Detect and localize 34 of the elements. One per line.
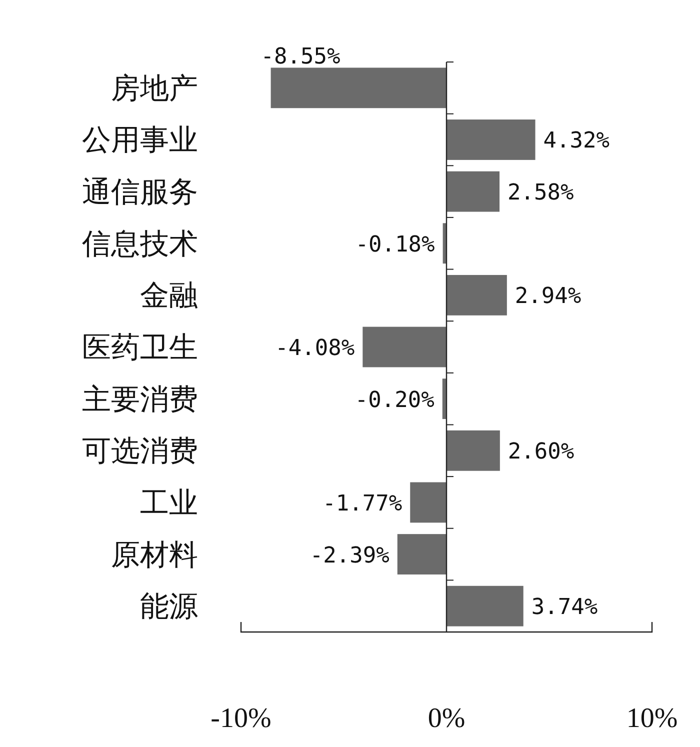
- bar: [446, 274, 507, 316]
- bar: [410, 482, 446, 523]
- data-label: -0.18%: [355, 232, 435, 258]
- bar: [446, 586, 524, 626]
- bar: [362, 326, 446, 368]
- data-label: 3.74%: [531, 595, 598, 620]
- bar: [446, 120, 536, 160]
- data-label: -0.20%: [354, 388, 434, 413]
- data-label: -1.77%: [322, 491, 402, 516]
- data-label: 2.58%: [508, 180, 574, 206]
- x-tick-label: -10%: [210, 703, 272, 734]
- y-tick-label: 通信服务: [82, 174, 198, 209]
- data-label: -2.39%: [310, 543, 390, 568]
- data-label: 2.60%: [508, 440, 574, 465]
- data-label: -8.55%: [260, 44, 340, 70]
- y-tick-label: 信息技术: [82, 226, 198, 260]
- data-label: 2.94%: [514, 284, 582, 310]
- bar: [446, 171, 500, 212]
- bar: [270, 68, 446, 108]
- y-tick-label: 原材料: [111, 537, 198, 572]
- y-tick-label: 主要消费: [82, 382, 198, 416]
- bar: [397, 534, 446, 574]
- y-tick-label: 房地产: [111, 70, 198, 105]
- y-tick-label: 公用事业: [82, 122, 198, 157]
- data-label: -4.08%: [275, 336, 355, 361]
- y-tick-label: 金融: [140, 278, 198, 312]
- bar: [446, 430, 500, 471]
- x-tick-label: 0%: [428, 703, 466, 734]
- y-tick-label: 医药卫生: [82, 330, 198, 364]
- y-tick-label: 可选消费: [82, 434, 198, 468]
- y-tick-label: 工业: [140, 485, 198, 520]
- y-tick-label: 能源: [140, 589, 198, 624]
- x-tick-label: 10%: [626, 703, 678, 734]
- data-label: 4.32%: [543, 128, 610, 154]
